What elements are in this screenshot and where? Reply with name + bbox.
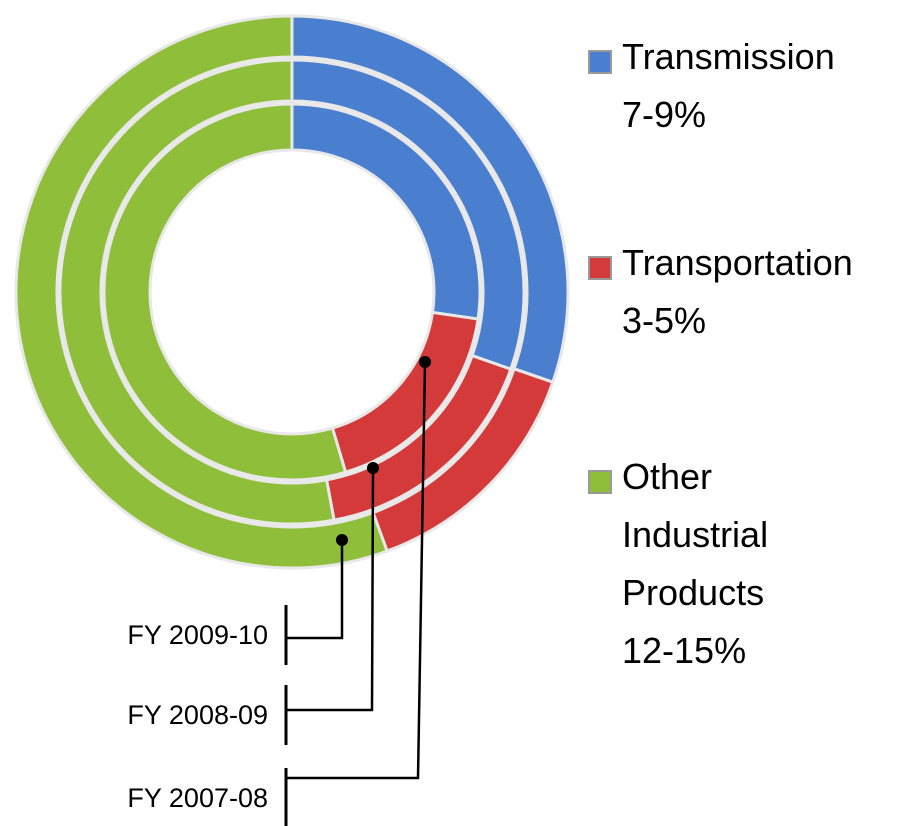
legend-range: 3-5% <box>622 300 707 341</box>
ring-label: FY 2009-10 <box>127 620 268 650</box>
legend-swatch <box>588 50 612 74</box>
legend-text: Transmission 7-9% <box>622 28 852 144</box>
callout-line <box>286 361 427 780</box>
legend-entry: Transportation 3-5% <box>588 234 853 350</box>
callout-line <box>286 467 375 712</box>
callout-dot <box>419 356 431 368</box>
callout-dot <box>336 534 348 546</box>
legend-name: Other Industrial Products <box>622 456 769 613</box>
legend-swatch <box>588 470 612 494</box>
legend-name: Transportation <box>622 242 853 283</box>
legend-text: Other Industrial Products 12-15% <box>622 448 852 680</box>
legend-text: Transportation 3-5% <box>622 234 853 350</box>
legend-range: 7-9% <box>622 94 707 135</box>
legend-entry: Transmission 7-9% <box>588 28 852 144</box>
legend-entry: Other Industrial Products 12-15% <box>588 448 852 680</box>
ring-label: FY 2007-08 <box>127 783 268 813</box>
ring-segment <box>14 14 390 570</box>
callout-dot <box>367 462 379 474</box>
ring-label: FY 2008-09 <box>127 700 268 730</box>
legend-swatch <box>588 256 612 280</box>
ring-segment <box>58 58 336 526</box>
callout-line <box>286 540 344 640</box>
legend-range: 12-15% <box>622 630 747 671</box>
legend-name: Transmission <box>622 36 835 77</box>
ring-segment <box>102 102 348 482</box>
